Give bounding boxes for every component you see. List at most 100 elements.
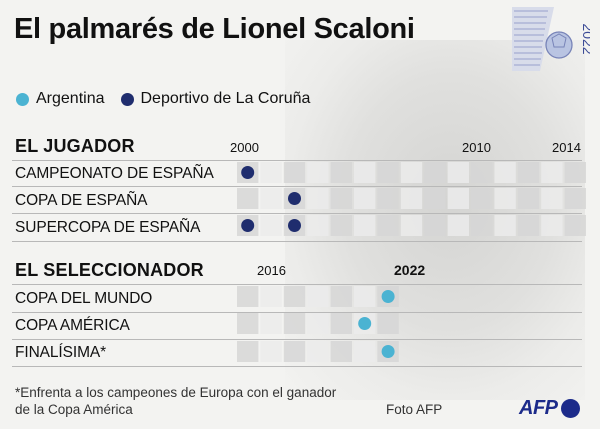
timeline-cell (471, 215, 493, 236)
page-title: El palmarés de Lionel Scaloni (14, 13, 415, 45)
afp-logo-text: AFP (519, 397, 558, 419)
world-cup-2022-logo: 2022 (512, 7, 590, 71)
timeline-cell (400, 215, 423, 236)
timeline-cell (330, 215, 352, 236)
timeline-cell (330, 162, 352, 183)
tick-label-2010: 2010 (462, 140, 491, 155)
timeline-cell (471, 162, 493, 183)
row-label-finalisima: FINALÍSIMA* (15, 344, 107, 361)
timeline-cell (541, 162, 563, 183)
timeline-cell (377, 162, 399, 183)
timeline-cell (330, 188, 352, 209)
timeline-cell (541, 188, 563, 209)
timeline-cell (400, 162, 423, 183)
timeline-cell (447, 215, 469, 236)
row-label-copa-espana: COPA DE ESPAÑA (15, 192, 148, 209)
row-label-campeonato: CAMPEONATO DE ESPAÑA (15, 165, 214, 182)
timeline-cell (400, 188, 423, 209)
row-label-copa-mundo: COPA DEL MUNDO (15, 290, 153, 307)
timeline-cell (307, 215, 329, 236)
divider (12, 339, 582, 340)
divider (12, 284, 582, 285)
tick-label-2022: 2022 (394, 262, 426, 278)
timeline-cell (283, 313, 306, 334)
legend-swatch-argentina (16, 92, 29, 106)
timeline-cell (307, 341, 329, 362)
timeline-cell (260, 188, 282, 209)
logo-text: 2022 (580, 23, 590, 54)
timeline-cell (564, 215, 586, 236)
legend: Argentina Deportivo de La Coruña (16, 90, 326, 108)
timeline-cell (237, 313, 259, 334)
timeline-cell (237, 188, 259, 209)
divider (12, 312, 582, 313)
divider (12, 213, 582, 214)
timeline-cell (494, 188, 516, 209)
title-dot (381, 345, 395, 358)
timeline-cell (307, 188, 329, 209)
timeline-cell (424, 188, 446, 209)
footnote: *Enfrenta a los campeones de Europa con … (15, 385, 337, 417)
legend-swatch-deportivo (120, 92, 134, 106)
timeline-cell (424, 162, 446, 183)
timeline-cell (260, 341, 282, 362)
timeline-cell (541, 215, 563, 236)
timeline-cell (471, 188, 493, 209)
timeline-cell (307, 313, 329, 334)
divider (12, 186, 582, 187)
timeline-cell (237, 341, 259, 362)
timeline-cell (330, 286, 352, 307)
timeline-cell (354, 215, 376, 236)
timeline-cell (354, 188, 376, 209)
timeline-cell (517, 162, 540, 183)
legend-item-argentina: Argentina (16, 90, 105, 108)
timeline-cell (260, 162, 282, 183)
row-label-copa-america: COPA AMÉRICA (15, 317, 130, 334)
timeline-cell (564, 162, 586, 183)
timeline-cell (424, 215, 446, 236)
title-dot (358, 317, 372, 330)
timeline-cell (237, 286, 259, 307)
afp-logo: AFP (519, 397, 580, 420)
timeline-cell (447, 188, 469, 209)
timeline-cell (330, 341, 352, 362)
photo-credit: Foto AFP (386, 402, 443, 417)
timeline-cell (260, 313, 282, 334)
divider (12, 241, 582, 242)
timeline-cell (260, 286, 282, 307)
timeline-cell (260, 215, 282, 236)
timeline-cell (447, 162, 469, 183)
timeline-cell (377, 215, 399, 236)
afp-ball-icon (560, 399, 580, 418)
legend-item-deportivo: Deportivo de La Coruña (120, 90, 311, 108)
timeline-cell (307, 286, 329, 307)
timeline-cell (564, 188, 586, 209)
section-title-coach: EL SELECCIONADOR (15, 260, 204, 280)
tick-label-2014: 2014 (552, 140, 581, 155)
timeline-cell (377, 313, 399, 334)
title-dot (241, 219, 255, 232)
timeline-cell (517, 188, 540, 209)
legend-label-deportivo: Deportivo de La Coruña (140, 90, 311, 107)
title-dot (381, 290, 395, 303)
title-dot (288, 192, 301, 205)
tick-label-2016: 2016 (257, 263, 286, 278)
section-title-player: EL JUGADOR (15, 136, 135, 156)
timeline-cell (283, 286, 306, 307)
timeline-cell (354, 286, 376, 307)
timeline-cell (283, 341, 306, 362)
timeline-cell (494, 162, 516, 183)
timeline-cell (330, 313, 352, 334)
divider (12, 160, 582, 161)
timeline-cell (354, 341, 376, 362)
tick-label-2000: 2000 (230, 140, 259, 155)
title-dot (288, 219, 301, 232)
legend-label-argentina: Argentina (36, 90, 105, 107)
timeline-cell (283, 162, 306, 183)
timeline-cell (517, 215, 540, 236)
divider (12, 366, 582, 367)
title-dot (241, 166, 255, 179)
row-label-supercopa: SUPERCOPA DE ESPAÑA (15, 219, 201, 236)
timeline-cell (377, 188, 399, 209)
